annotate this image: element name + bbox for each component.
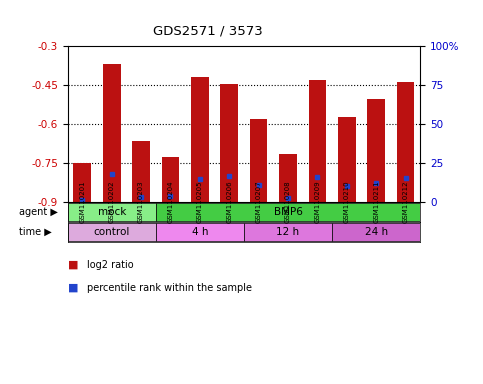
Text: GSM110202: GSM110202 xyxy=(109,180,114,223)
Text: 12 h: 12 h xyxy=(276,227,299,237)
Text: GSM110201: GSM110201 xyxy=(79,180,85,223)
Text: GDS2571 / 3573: GDS2571 / 3573 xyxy=(153,25,263,38)
Bar xyxy=(309,80,326,202)
Text: BMP6: BMP6 xyxy=(273,207,302,217)
Bar xyxy=(397,82,414,202)
Text: GSM110211: GSM110211 xyxy=(373,180,379,223)
Text: ■: ■ xyxy=(68,283,78,293)
Text: 24 h: 24 h xyxy=(365,227,388,237)
Bar xyxy=(156,223,244,241)
Bar xyxy=(68,223,156,241)
Text: GSM110207: GSM110207 xyxy=(256,180,262,223)
Bar xyxy=(191,77,209,202)
Text: GSM110210: GSM110210 xyxy=(344,180,350,223)
Bar xyxy=(132,141,150,202)
Text: GSM110209: GSM110209 xyxy=(314,180,320,223)
Bar xyxy=(68,202,156,221)
Bar xyxy=(73,163,91,202)
Text: control: control xyxy=(94,227,130,237)
Bar xyxy=(338,118,355,202)
Bar xyxy=(250,119,268,202)
Text: time ▶: time ▶ xyxy=(19,227,52,237)
Text: GSM110204: GSM110204 xyxy=(168,180,173,223)
Text: GSM110205: GSM110205 xyxy=(197,180,203,223)
Text: ■: ■ xyxy=(68,260,78,270)
Text: GSM110203: GSM110203 xyxy=(138,180,144,223)
Bar xyxy=(367,99,385,202)
Bar xyxy=(220,84,238,202)
Bar xyxy=(156,202,420,221)
Text: agent ▶: agent ▶ xyxy=(19,207,58,217)
Text: log2 ratio: log2 ratio xyxy=(87,260,134,270)
Bar xyxy=(279,154,297,202)
Text: mock: mock xyxy=(98,207,126,217)
Bar xyxy=(162,157,179,202)
Text: 4 h: 4 h xyxy=(192,227,208,237)
Bar xyxy=(103,64,120,202)
Bar xyxy=(244,223,332,241)
Bar xyxy=(332,223,420,241)
Text: GSM110206: GSM110206 xyxy=(226,180,232,223)
Text: GSM110208: GSM110208 xyxy=(285,180,291,223)
Text: percentile rank within the sample: percentile rank within the sample xyxy=(87,283,252,293)
Text: GSM110212: GSM110212 xyxy=(402,180,409,223)
